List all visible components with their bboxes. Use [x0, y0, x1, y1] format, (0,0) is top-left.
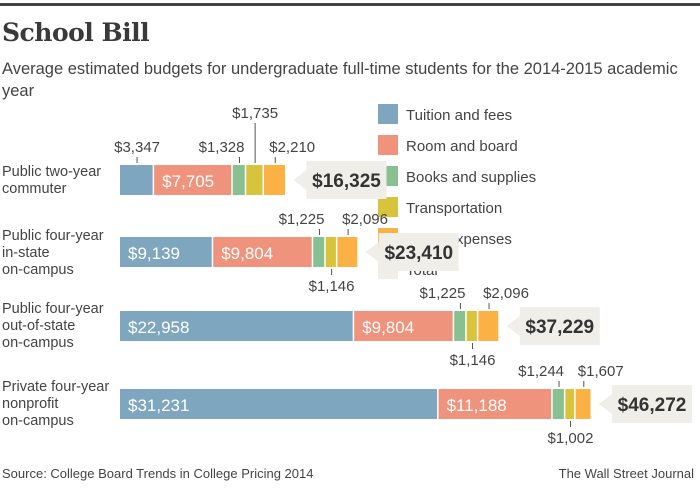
bar-value-label: $9,804	[221, 244, 273, 263]
legend-swatch-3	[378, 197, 398, 217]
bar-value-label: $22,958	[128, 318, 189, 337]
bar-segment-room-and-board	[213, 237, 312, 267]
total-box	[378, 233, 459, 271]
category-label: in-state	[2, 245, 50, 261]
legend-label-1: Room and board	[406, 138, 518, 155]
legend-swatch-1	[378, 135, 398, 155]
category-label: nonprofit	[2, 396, 58, 412]
bar-segment-room-and-board	[154, 165, 232, 195]
bar-value-label: $1,146	[309, 278, 355, 295]
category-label: out-of-state	[2, 318, 75, 334]
category-label: on-campus	[2, 262, 74, 278]
top-rule	[0, 3, 700, 6]
total-pointer	[293, 170, 307, 190]
total-pointer	[365, 242, 379, 262]
bar-segment-transportation	[246, 165, 263, 195]
bar-segment-other-expenses	[478, 311, 499, 341]
bar-value-label: $1,002	[548, 430, 594, 447]
bar-value-label: $1,225	[279, 211, 325, 228]
bar-segment-books-and-supplies	[313, 237, 325, 267]
bar-value-label: $11,188	[447, 396, 507, 415]
bar-segment-other-expenses	[337, 237, 358, 267]
total-value-label: $23,410	[384, 243, 453, 264]
bar-segment-transportation	[325, 237, 336, 267]
bar-segment-transportation	[565, 389, 575, 419]
total-value-label: $16,325	[312, 171, 381, 192]
bar-value-label: $1,225	[420, 285, 466, 302]
category-label: Public four-year	[2, 228, 104, 244]
bar-segment-tuition-and-fees	[120, 311, 353, 341]
legend-label-2: Books and supplies	[406, 169, 536, 186]
bar-segment-tuition-and-fees	[120, 237, 212, 267]
total-pointer	[599, 394, 612, 414]
bar-segment-other-expenses	[575, 389, 591, 419]
bar-value-label: $2,096	[483, 285, 529, 302]
total-box	[612, 385, 692, 423]
bar-value-label: $1,146	[450, 352, 496, 369]
category-label: commuter	[2, 181, 67, 197]
bar-value-label: $31,231	[128, 396, 189, 415]
category-label: Public two-year	[2, 164, 101, 180]
legend-label-0: Tuition and fees	[406, 107, 512, 124]
bar-segment-room-and-board	[438, 389, 552, 419]
chart-subtitle: Average estimated budgets for undergradu…	[2, 60, 678, 100]
bar-value-label: $1,607	[578, 363, 624, 380]
legend-label-3: Transportation	[406, 200, 502, 217]
bar-segment-room-and-board	[354, 311, 453, 341]
category-label: Public four-year	[2, 301, 104, 317]
chart-title: School Bill	[2, 18, 150, 47]
total-value-label: $37,229	[525, 317, 594, 338]
bar-segment-books-and-supplies	[454, 311, 466, 341]
total-pointer	[506, 316, 520, 336]
bar-segment-transportation	[466, 311, 477, 341]
bar-value-label: $1,328	[199, 139, 245, 156]
bar-segment-other-expenses	[263, 165, 286, 195]
bar-value-label: $3,347	[114, 139, 160, 156]
bar-value-label: $9,139	[128, 244, 180, 263]
bar-value-label: $1,735	[232, 105, 278, 122]
category-label: Private four-year	[2, 379, 109, 395]
total-box	[519, 307, 600, 345]
bar-value-label: $7,705	[162, 172, 214, 191]
bar-value-label: $2,096	[342, 211, 388, 228]
bar-value-label: $2,210	[269, 139, 315, 156]
bar-segment-books-and-supplies	[552, 389, 564, 419]
total-box	[306, 161, 387, 199]
category-label: on-campus	[2, 335, 74, 351]
legend-swatch-0	[378, 104, 398, 124]
source-note: Source: College Board Trends in College …	[2, 466, 314, 481]
bar-value-label: $1,244	[518, 363, 564, 380]
bar-segment-tuition-and-fees	[120, 165, 153, 195]
total-value-label: $46,272	[618, 395, 687, 416]
publisher-credit: The Wall Street Journal	[558, 466, 694, 481]
bar-value-label: $9,804	[362, 318, 414, 337]
category-label: on-campus	[2, 413, 74, 429]
bar-segment-books-and-supplies	[232, 165, 245, 195]
bar-segment-tuition-and-fees	[120, 389, 438, 419]
